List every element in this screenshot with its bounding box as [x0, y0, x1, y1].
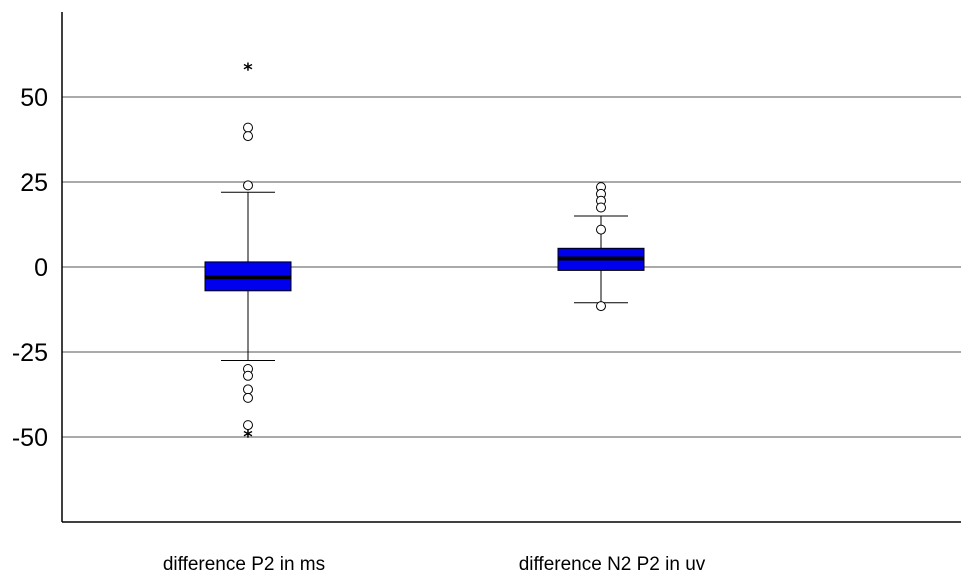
x-category-labels: difference P2 in ms difference N2 P2 in u…	[163, 554, 706, 575]
box-2	[557, 182, 645, 312]
outlier-point-5	[243, 384, 253, 395]
outlier-point-4	[243, 370, 253, 381]
gridlines	[62, 96, 961, 438]
y-tick-label-1: 25	[20, 169, 48, 197]
x-category-label-0: difference P2 in ms	[163, 554, 325, 575]
extreme-point-1: *	[243, 427, 253, 448]
outlier-point-7	[243, 420, 253, 431]
y-tick-label-4: -50	[12, 424, 48, 452]
outlier-point-5	[596, 301, 606, 312]
boxes: **	[204, 59, 645, 448]
outlier-point-3	[596, 202, 606, 213]
outlier-point-2	[243, 180, 253, 191]
y-tick-label-2: 0	[34, 254, 48, 282]
extreme-point-0: *	[243, 59, 253, 80]
y-tick-labels: 50 25 0 -25 -50	[12, 84, 48, 452]
y-tick-label-3: -25	[12, 339, 48, 367]
x-category-label-1: difference N2 P2 in uv	[519, 554, 706, 575]
outlier-point-1	[243, 131, 253, 142]
outlier-point-4	[596, 224, 606, 235]
box-1: **	[204, 59, 292, 448]
outlier-point-6	[243, 392, 253, 403]
y-tick-label-0: 50	[20, 84, 48, 112]
outlier-point-0	[243, 122, 253, 133]
